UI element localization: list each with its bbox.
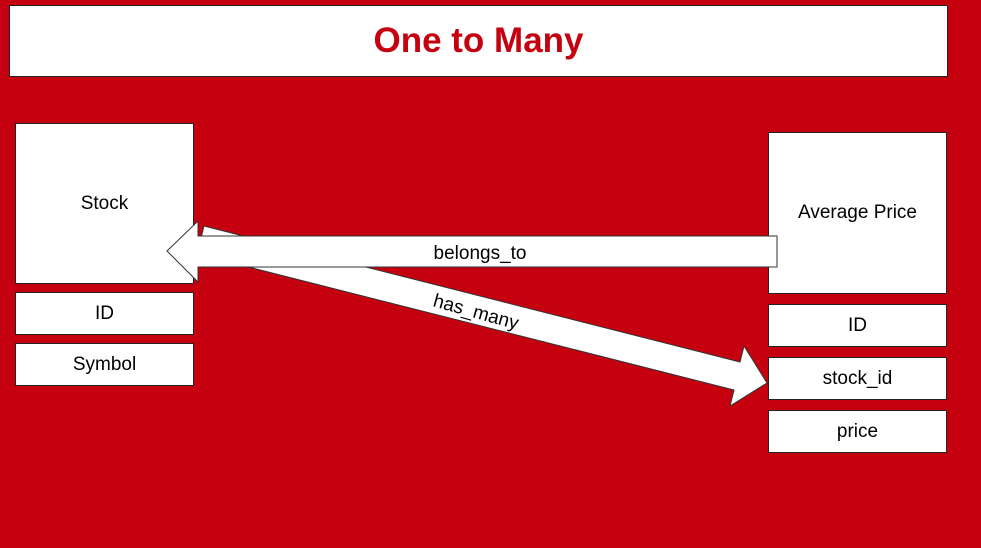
belongs-to-arrow [166, 219, 778, 284]
diagram-title: One to Many [9, 5, 948, 77]
average-price-field-price: price [768, 410, 947, 453]
average-price-field-stock-id: stock_id [768, 357, 947, 400]
average-price-field-id: ID [768, 304, 947, 347]
entity-stock: Stock [15, 123, 194, 284]
stock-field-id: ID [15, 292, 194, 335]
stock-field-symbol: Symbol [15, 343, 194, 386]
belongs-to-label: belongs_to [434, 243, 527, 264]
entity-average-price: Average Price [768, 132, 947, 294]
has-many-arrow [196, 225, 768, 408]
